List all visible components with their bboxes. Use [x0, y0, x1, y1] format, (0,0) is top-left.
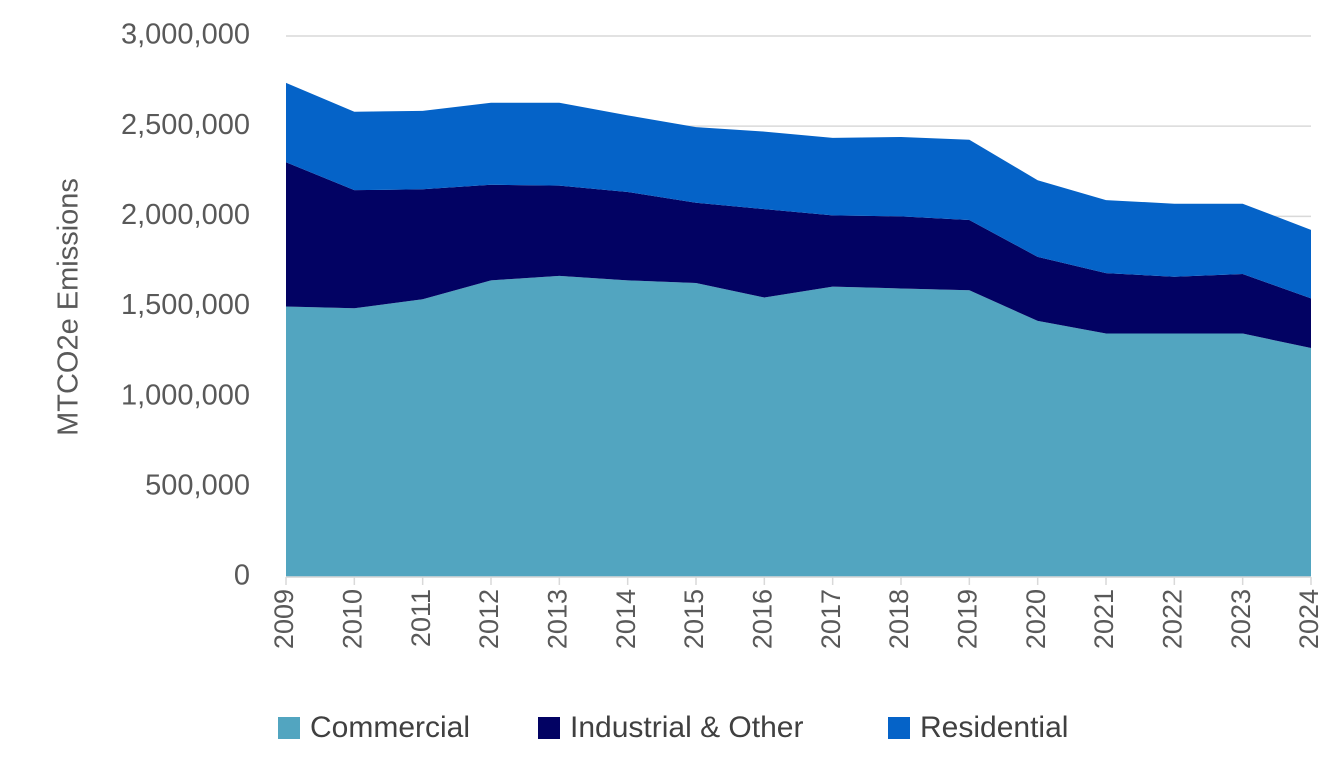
x-tick-label: 2013 [542, 589, 572, 649]
legend-swatch [538, 717, 560, 739]
area [286, 162, 1311, 348]
legend-label: Industrial & Other [570, 711, 803, 744]
legend-label: Commercial [310, 711, 470, 744]
legend-label: Residential [920, 711, 1068, 744]
x-tick-label: 2015 [679, 589, 709, 649]
y-tick-label: 2,500,000 [121, 109, 250, 141]
x-tick-label: 2022 [1157, 589, 1187, 649]
y-axis-label: MTCO2e Emissions [53, 178, 85, 436]
x-tick-label: 2014 [611, 589, 641, 649]
x-tick-label: 2016 [747, 589, 777, 649]
legend-swatch [278, 717, 300, 739]
x-tick-label: 2024 [1294, 589, 1324, 649]
x-tick-label: 2018 [884, 589, 914, 649]
area [286, 82, 1311, 299]
x-tick-label: 2017 [816, 589, 846, 649]
area [286, 275, 1311, 577]
x-tick-label: 2012 [474, 589, 504, 649]
y-tick-label: 3,000,000 [121, 19, 250, 51]
x-tick-label: 2020 [1021, 589, 1051, 649]
x-tick-label: 2009 [269, 589, 299, 649]
y-tick-label: 500,000 [145, 469, 250, 501]
y-tick-label: 0 [234, 560, 250, 592]
y-tick-label: 2,000,000 [121, 199, 250, 231]
areas [286, 82, 1311, 577]
x-tick-label: 2011 [406, 589, 436, 647]
x-tick-label: 2019 [952, 589, 982, 649]
x-tick-label: 2010 [337, 589, 367, 649]
x-tick-label: 2021 [1089, 589, 1119, 649]
y-tick-label: 1,000,000 [121, 379, 250, 411]
x-tick-label: 2023 [1226, 589, 1256, 649]
legend-swatch [888, 717, 910, 739]
y-tick-label: 1,500,000 [121, 289, 250, 321]
